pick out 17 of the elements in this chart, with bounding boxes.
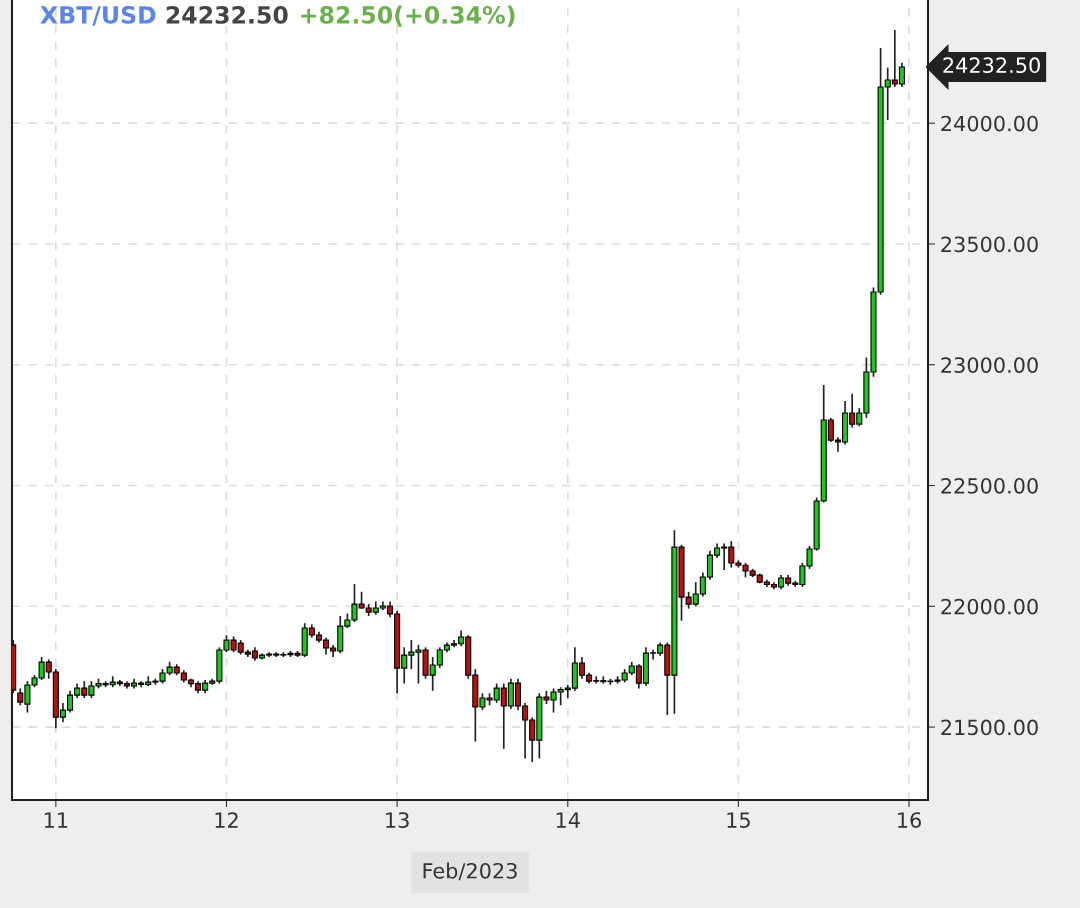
text: 24232.50 (943, 57, 1040, 74)
x-tick-label: 16 (898, 812, 921, 828)
y-tick-label: 21500.00 (941, 719, 1038, 736)
x-tick-label: 11 (44, 812, 68, 828)
y-tick-label: 22000.00 (941, 598, 1038, 615)
chart-title: XBT/USD (40, 5, 156, 26)
x-tick-label: 12 (215, 812, 238, 828)
x-tick-label: 15 (727, 812, 750, 828)
y-tick-label: 22500.00 (941, 477, 1038, 494)
y-tick-label: 23500.00 (941, 236, 1038, 253)
y-tick-label: 24000.00 (941, 115, 1038, 132)
annotation: +82.50(+0.34%) (301, 5, 515, 27)
x-tick-label: 14 (556, 812, 580, 828)
x-tick-label: 13 (386, 812, 409, 828)
chart-subtitle: 24232.50 (166, 5, 288, 24)
y-tick-label: 23000.00 (941, 357, 1038, 373)
x-axis-title: Feb/2023 (423, 862, 517, 881)
